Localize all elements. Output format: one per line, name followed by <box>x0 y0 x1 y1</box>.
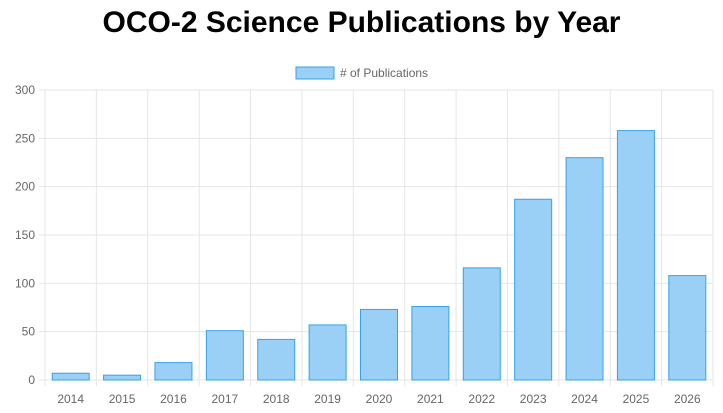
bar-2023[interactable] <box>514 198 553 381</box>
x-tick-label: 2018 <box>263 392 290 406</box>
x-tick-label: 2014 <box>57 392 84 406</box>
x-tick-label: 2024 <box>571 392 598 406</box>
grid-lines <box>39 89 714 386</box>
bar-2021[interactable] <box>411 306 450 381</box>
y-tick-label: 250 <box>15 131 35 145</box>
page-title: OCO-2 Science Publications by Year <box>102 6 621 39</box>
bar-2015[interactable] <box>103 374 142 381</box>
bar-2014[interactable] <box>51 372 90 381</box>
bar-2022[interactable] <box>462 267 501 381</box>
bar-2016[interactable] <box>154 362 193 381</box>
y-axis: 0 50 100 150 200 250 300 <box>15 83 35 387</box>
legend[interactable]: # of Publications <box>295 66 428 80</box>
x-tick-label: 2017 <box>211 392 238 406</box>
bar-2025[interactable] <box>616 130 655 381</box>
legend-swatch[interactable] <box>295 66 335 80</box>
x-tick-label: 2016 <box>160 392 187 406</box>
bar-2019[interactable] <box>308 324 347 381</box>
x-tick-label: 2021 <box>417 392 444 406</box>
bar-2017[interactable] <box>205 330 244 381</box>
x-tick-label: 2023 <box>520 392 547 406</box>
x-tick-label: 2022 <box>468 392 495 406</box>
bars <box>51 130 707 381</box>
x-tick-label: 2025 <box>623 392 650 406</box>
x-tick-label: 2019 <box>314 392 341 406</box>
bar-2018[interactable] <box>257 338 296 381</box>
y-tick-label: 300 <box>15 83 35 97</box>
y-tick-label: 100 <box>15 276 35 290</box>
bar-2024[interactable] <box>565 157 604 381</box>
x-tick-label: 2026 <box>674 392 701 406</box>
x-tick-label: 2015 <box>109 392 136 406</box>
bar-2020[interactable] <box>360 308 398 381</box>
y-tick-label: 0 <box>28 373 35 387</box>
x-tick-label: 2020 <box>366 392 393 406</box>
legend-label[interactable]: # of Publications <box>340 66 428 80</box>
bar-2026[interactable] <box>668 275 707 381</box>
y-tick-label: 50 <box>22 325 36 339</box>
y-tick-label: 150 <box>15 228 35 242</box>
x-axis: 2014 2015 2016 2017 2018 2019 2020 2021 2022 2023… <box>57 392 701 406</box>
y-tick-label: 200 <box>15 180 35 194</box>
